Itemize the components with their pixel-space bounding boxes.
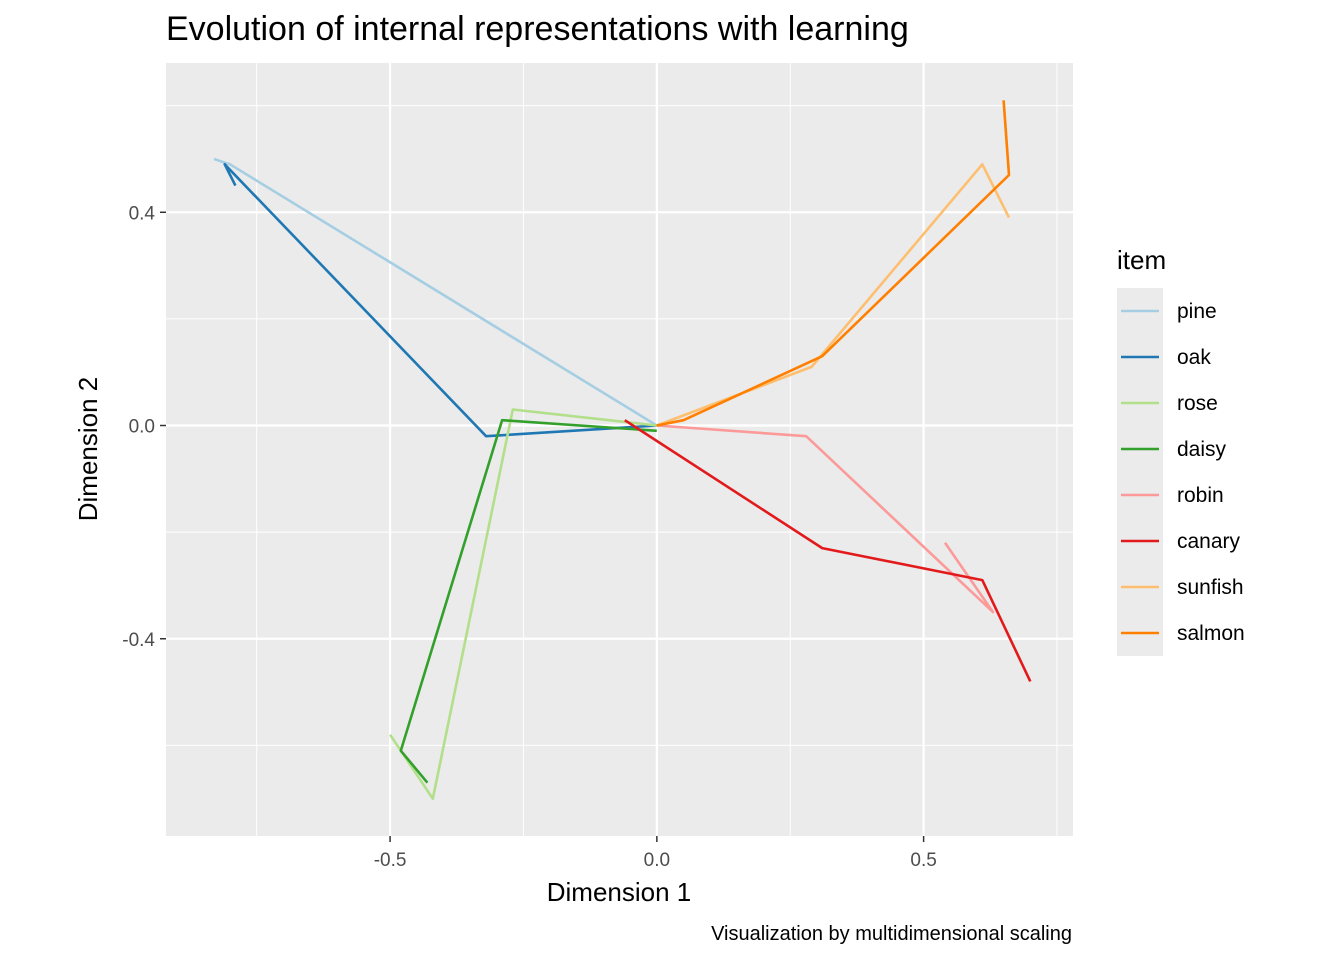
x-axis-title: Dimension 1	[547, 877, 692, 907]
y-axis-title: Dimension 2	[73, 377, 103, 522]
grid-lines	[166, 63, 1073, 836]
legend-title: item	[1117, 245, 1166, 275]
plot-panel	[166, 63, 1073, 836]
legend-label-sunfish: sunfish	[1177, 576, 1244, 599]
legend-label-salmon: salmon	[1177, 622, 1245, 645]
y-tick-label: 0.4	[129, 203, 156, 224]
x-tick-label: 0.0	[644, 850, 670, 871]
series-line-canary	[624, 419, 1032, 682]
legend-label-robin: robin	[1177, 484, 1224, 507]
x-axis-ticks: -0.5 0.0 0.5	[374, 836, 937, 871]
legend-label-rose: rose	[1177, 392, 1218, 415]
y-tick-label: -0.4	[122, 630, 155, 651]
legend-label-daisy: daisy	[1177, 438, 1227, 461]
legend-label-pine: pine	[1177, 300, 1217, 323]
legend-label-oak: oak	[1177, 346, 1211, 369]
x-tick-label: 0.5	[910, 850, 936, 871]
series-line-rose	[389, 408, 657, 801]
series-line-oak	[223, 163, 657, 438]
series-line-daisy	[399, 418, 657, 784]
legend: item pine oak rose daisy robin canary sunfish s…	[1117, 245, 1245, 656]
series-line-salmon	[656, 100, 1011, 427]
legend-label-canary: canary	[1177, 530, 1241, 553]
y-tick-label: 0.0	[129, 417, 155, 438]
series-lines	[213, 100, 1032, 801]
chart-title: Evolution of internal representations wi…	[166, 10, 909, 48]
x-tick-label: -0.5	[374, 850, 407, 871]
y-axis-ticks: 0.4 0.0 -0.4	[122, 203, 166, 651]
chart-caption: Visualization by multidimensional scalin…	[711, 923, 1072, 945]
legend-items: pine oak rose daisy robin canary sunfish salmon	[1117, 289, 1245, 655]
series-line-pine	[213, 157, 658, 427]
